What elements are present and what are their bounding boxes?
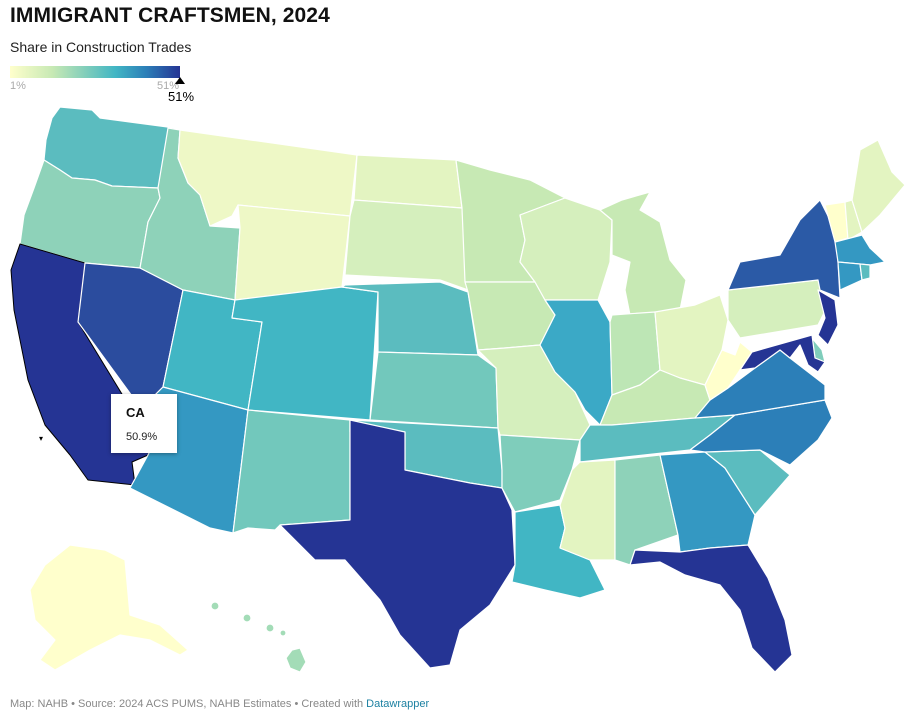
state-nd[interactable] [353, 154, 463, 209]
state-nj[interactable] [817, 289, 839, 346]
state-wy[interactable] [234, 204, 351, 301]
state-ct[interactable] [837, 261, 863, 291]
state-md[interactable] [739, 334, 826, 373]
color-legend: 1% 51% 51% [10, 66, 194, 104]
footer-source-text: Map: NAHB • Source: 2024 ACS PUMS, NAHB … [10, 698, 367, 710]
legend-gradient-bar [10, 66, 180, 78]
state-ak[interactable] [29, 544, 189, 671]
state-me[interactable] [851, 139, 906, 233]
cursor-pointer-icon: ▾ [39, 434, 44, 443]
state-tooltip: CA 50.9% [111, 394, 177, 453]
state-nm[interactable] [232, 409, 351, 534]
state-hi[interactable] [285, 647, 307, 673]
state-fl[interactable] [629, 544, 793, 673]
state-hi-islet[interactable] [242, 613, 252, 623]
state-hi-islet[interactable] [210, 601, 220, 611]
footer-credits: Map: NAHB • Source: 2024 ACS PUMS, NAHB … [10, 698, 429, 710]
tooltip-value: 50.9% [126, 431, 158, 443]
legend-min-label: 1% [10, 80, 26, 92]
legend-max-label: 51% [157, 80, 180, 92]
legend-marker-icon [175, 77, 185, 84]
state-wi[interactable] [519, 197, 613, 301]
state-hi-islet[interactable] [265, 623, 275, 633]
state-mi[interactable] [599, 191, 687, 316]
legend-marker-label: 51% [168, 89, 195, 104]
state-nc[interactable] [689, 399, 833, 466]
state-sd[interactable] [344, 199, 469, 291]
state-ar[interactable] [499, 434, 581, 513]
tooltip-state-label: CA [126, 405, 145, 420]
datawrapper-link[interactable]: Datawrapper [366, 698, 430, 710]
state-tx[interactable] [279, 419, 516, 669]
state-ma[interactable] [834, 234, 886, 266]
state-ks[interactable] [369, 351, 499, 429]
state-il[interactable] [539, 299, 613, 426]
state-hi-islet[interactable] [279, 629, 287, 637]
state-mt[interactable] [177, 129, 358, 227]
chart-title: IMMIGRANT CRAFTSMEN, 2024 [10, 4, 330, 27]
state-ri[interactable] [859, 263, 871, 281]
state-ny[interactable] [727, 199, 841, 299]
chart-subtitle: Share in Construction Trades [10, 39, 192, 55]
